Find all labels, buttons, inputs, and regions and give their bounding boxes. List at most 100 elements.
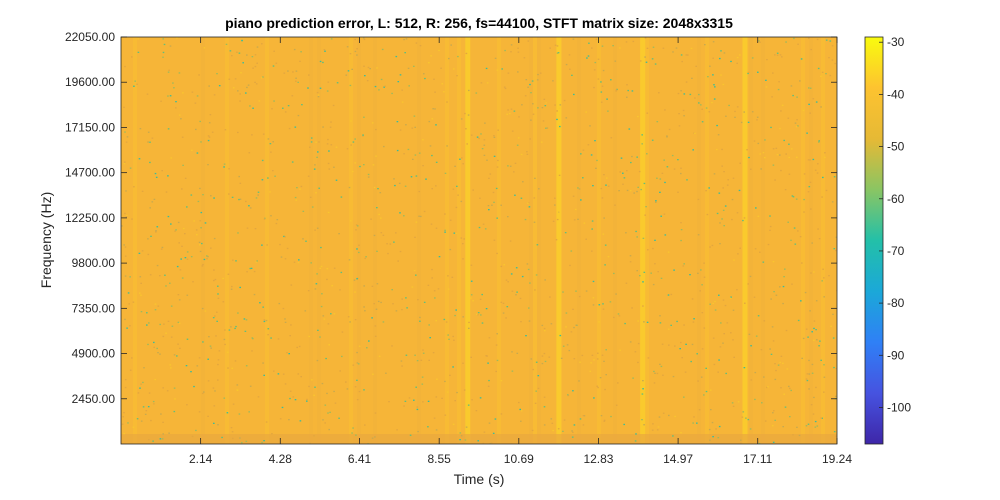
spectrogram-cell (833, 366, 835, 369)
spectrogram-cell (814, 426, 817, 428)
spectrogram-cell (701, 348, 704, 350)
spectrogram-cell (709, 389, 712, 391)
spectrogram-cell (835, 368, 837, 370)
spectrogram-cell (455, 309, 457, 311)
spectrogram-cell (306, 400, 308, 402)
spectrogram-cell (808, 388, 810, 390)
spectrogram-cell (397, 81, 400, 83)
spectrogram-cell (355, 229, 357, 231)
spectrogram-cell (775, 294, 778, 296)
spectrogram-cell (626, 84, 628, 86)
spectrogram-cell (363, 306, 365, 308)
spectrogram-cell (364, 257, 366, 260)
spectrogram-cell (741, 416, 744, 418)
spectrogram-cell (463, 389, 466, 391)
spectrogram-cell (217, 293, 219, 295)
spectrogram-cell (373, 303, 375, 305)
spectrogram-cell (824, 156, 826, 159)
spectrogram-cell (307, 87, 309, 89)
spectrogram-cell (572, 390, 574, 392)
spectrogram-cell (644, 214, 646, 216)
spectrogram-cell (516, 352, 519, 354)
spectrogram-cell (823, 277, 825, 279)
spectrogram-cell (198, 74, 200, 76)
spectrogram-cell (730, 332, 732, 334)
spectrogram-cell (639, 275, 641, 277)
spectrogram-cell (151, 137, 154, 139)
spectrogram-cell (134, 80, 136, 82)
spectrogram-cell (434, 91, 436, 93)
spectrogram-cell (807, 191, 810, 193)
spectrogram-cell (435, 320, 437, 322)
spectrogram-cell (552, 220, 555, 222)
y-tick-label: 22050.00 (65, 30, 115, 44)
spectrogram-cell (615, 293, 617, 295)
spectrogram-cell (572, 431, 574, 433)
spectrogram-cell (213, 197, 215, 199)
spectrogram-cell (421, 376, 424, 378)
spectrogram-cell (809, 310, 811, 312)
spectrogram-cell (456, 75, 458, 77)
spectrogram-cell (717, 437, 720, 439)
spectrogram-cell (760, 168, 762, 170)
spectrogram-cell (449, 374, 451, 376)
spectrogram-cell (770, 126, 772, 129)
spectrogram-cell (131, 56, 133, 58)
spectrogram-cell (391, 92, 393, 95)
spectrogram-cell (282, 373, 285, 375)
spectrogram-cell (816, 172, 819, 174)
spectrogram-cell (559, 334, 562, 337)
spectrogram-cell (647, 357, 650, 359)
spectrogram-cell (796, 426, 798, 428)
spectrogram-cell (788, 173, 791, 175)
spectrogram-cell (217, 424, 219, 426)
spectrogram-cell (321, 382, 324, 385)
spectrogram-cell (254, 228, 257, 230)
spectrogram-cell (159, 323, 161, 326)
spectrogram-cell (507, 281, 509, 283)
spectrogram-cell (610, 79, 612, 81)
spectrogram-cell (706, 213, 709, 216)
spectrogram-cell (707, 76, 709, 78)
spectrogram-cell (465, 128, 467, 130)
spectrogram-cell (199, 187, 201, 190)
spectrogram-cell (774, 179, 776, 181)
spectrogram-band (821, 37, 825, 444)
spectrogram-cell (172, 82, 174, 84)
spectrogram-cell (780, 110, 782, 112)
spectrogram-cell (721, 218, 723, 220)
spectrogram-cell (772, 164, 775, 166)
spectrogram-cell (289, 335, 291, 337)
spectrogram-cell (830, 325, 832, 327)
spectrogram-cell (355, 434, 357, 436)
spectrogram-cell (382, 321, 385, 323)
spectrogram-cell (805, 378, 808, 380)
spectrogram-cell (147, 253, 150, 256)
spectrogram-cell (637, 342, 640, 345)
spectrogram-cell (156, 347, 158, 350)
spectrogram-cell (510, 44, 513, 46)
spectrogram-cell (626, 189, 629, 192)
spectrogram-cell (444, 172, 447, 174)
spectrogram-cell (298, 345, 301, 348)
spectrogram-cell (637, 361, 639, 364)
spectrogram-cell (207, 380, 210, 382)
spectrogram-cell (812, 413, 815, 415)
spectrogram-cell (346, 148, 349, 150)
spectrogram-cell (243, 318, 246, 320)
spectrogram-cell (423, 73, 425, 75)
spectrogram-cell (556, 110, 558, 112)
spectrogram-cell (808, 37, 810, 39)
spectrogram-cell (536, 79, 539, 81)
spectrogram-cell (683, 324, 685, 326)
spectrogram-cell (696, 422, 698, 424)
spectrogram-cell (200, 141, 202, 143)
spectrogram-cell (601, 45, 604, 47)
x-tick-label: 8.55 (428, 452, 452, 466)
spectrogram-cell (507, 72, 510, 74)
chart-title: piano prediction error, L: 512, R: 256, … (225, 15, 733, 31)
spectrogram-cell (663, 213, 666, 215)
spectrogram-cell (685, 54, 688, 56)
spectrogram-cell (374, 335, 377, 337)
plot-frame (120, 36, 838, 445)
